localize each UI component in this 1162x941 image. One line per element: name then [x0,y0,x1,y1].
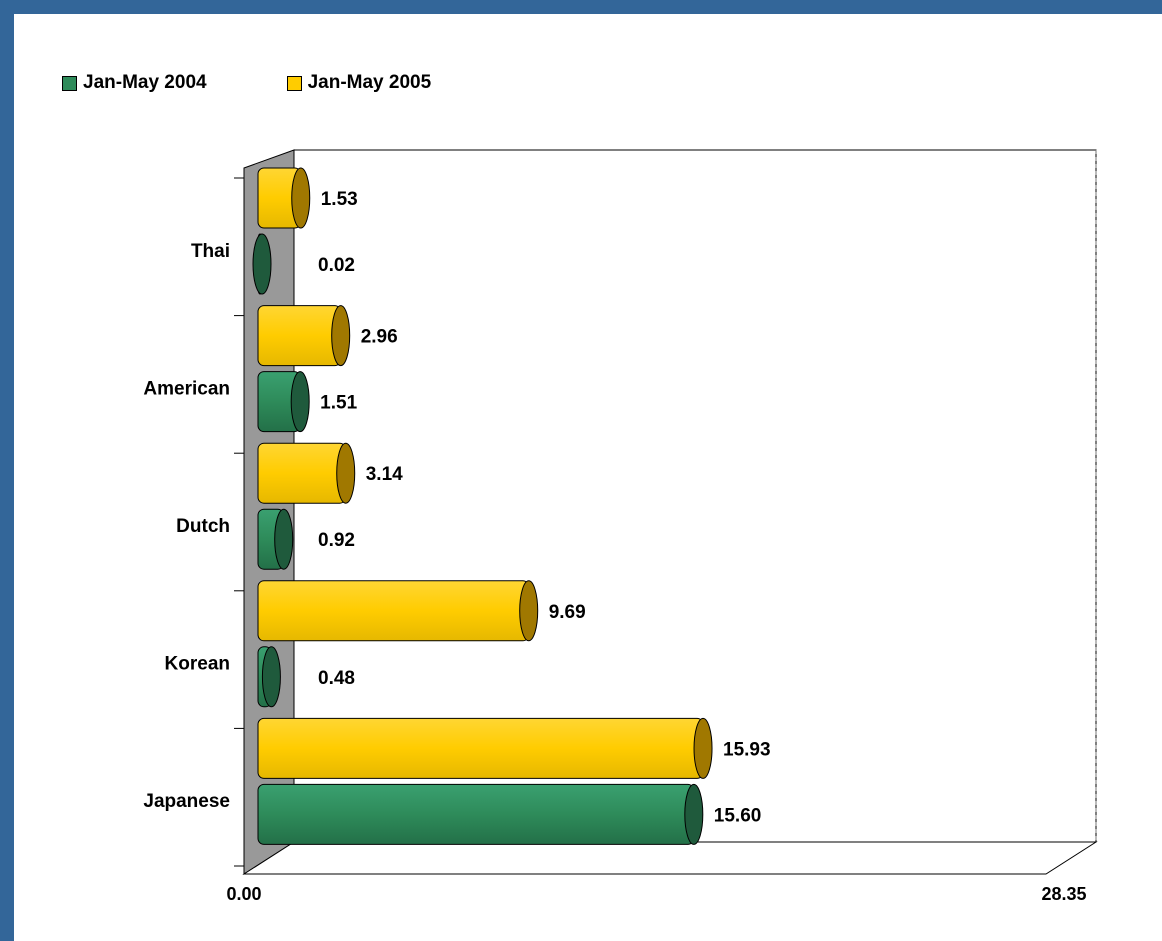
x-tick-label: 28.35 [1041,884,1086,904]
legend-label-2005: Jan-May 2005 [307,72,432,93]
bar-cap-2005 [693,717,713,779]
bar-2004 [257,783,695,845]
bar-cap-2005 [331,305,351,367]
bar-2005 [257,305,342,367]
x-tick-label: 0.00 [226,884,261,904]
category-label: American [143,378,230,399]
category-label: Dutch [176,516,230,537]
category-label: Korean [165,654,230,675]
value-label: 3.14 [366,464,403,485]
value-label: 15.60 [714,805,762,826]
legend-label-2004: Jan-May 2004 [83,72,207,93]
bar-cap-2005 [519,580,539,642]
bar-2005 [257,717,704,779]
legend-swatch-2004 [62,75,77,91]
value-label: 2.96 [361,327,398,348]
legend-item-2005: Jan-May 2005 [286,72,432,94]
legend-swatch-2005 [286,75,302,91]
value-label: 15.93 [723,739,771,760]
value-label: 9.69 [549,602,586,623]
value-label: 1.53 [321,189,358,210]
category-label: Japanese [143,791,230,812]
bar-cap-2005 [291,167,311,229]
bar-cap-2004 [261,646,281,708]
bar-2005 [257,580,530,642]
category-label: Thai [191,241,230,262]
bar-cap-2004 [252,233,272,295]
bar-cap-2004 [290,371,310,433]
value-label: 0.92 [318,530,355,551]
bar-cap-2004 [684,783,704,845]
bar-cap-2005 [336,442,356,504]
legend: Jan-May 2004 Jan-May 2005 [62,72,431,94]
value-label: 0.02 [318,255,355,276]
bar-cap-2004 [274,508,294,570]
bar-2005 [257,442,347,504]
legend-item-2004: Jan-May 2004 [62,72,207,94]
value-label: 0.48 [318,668,355,689]
value-label: 1.51 [320,393,357,414]
floor [242,841,1098,875]
